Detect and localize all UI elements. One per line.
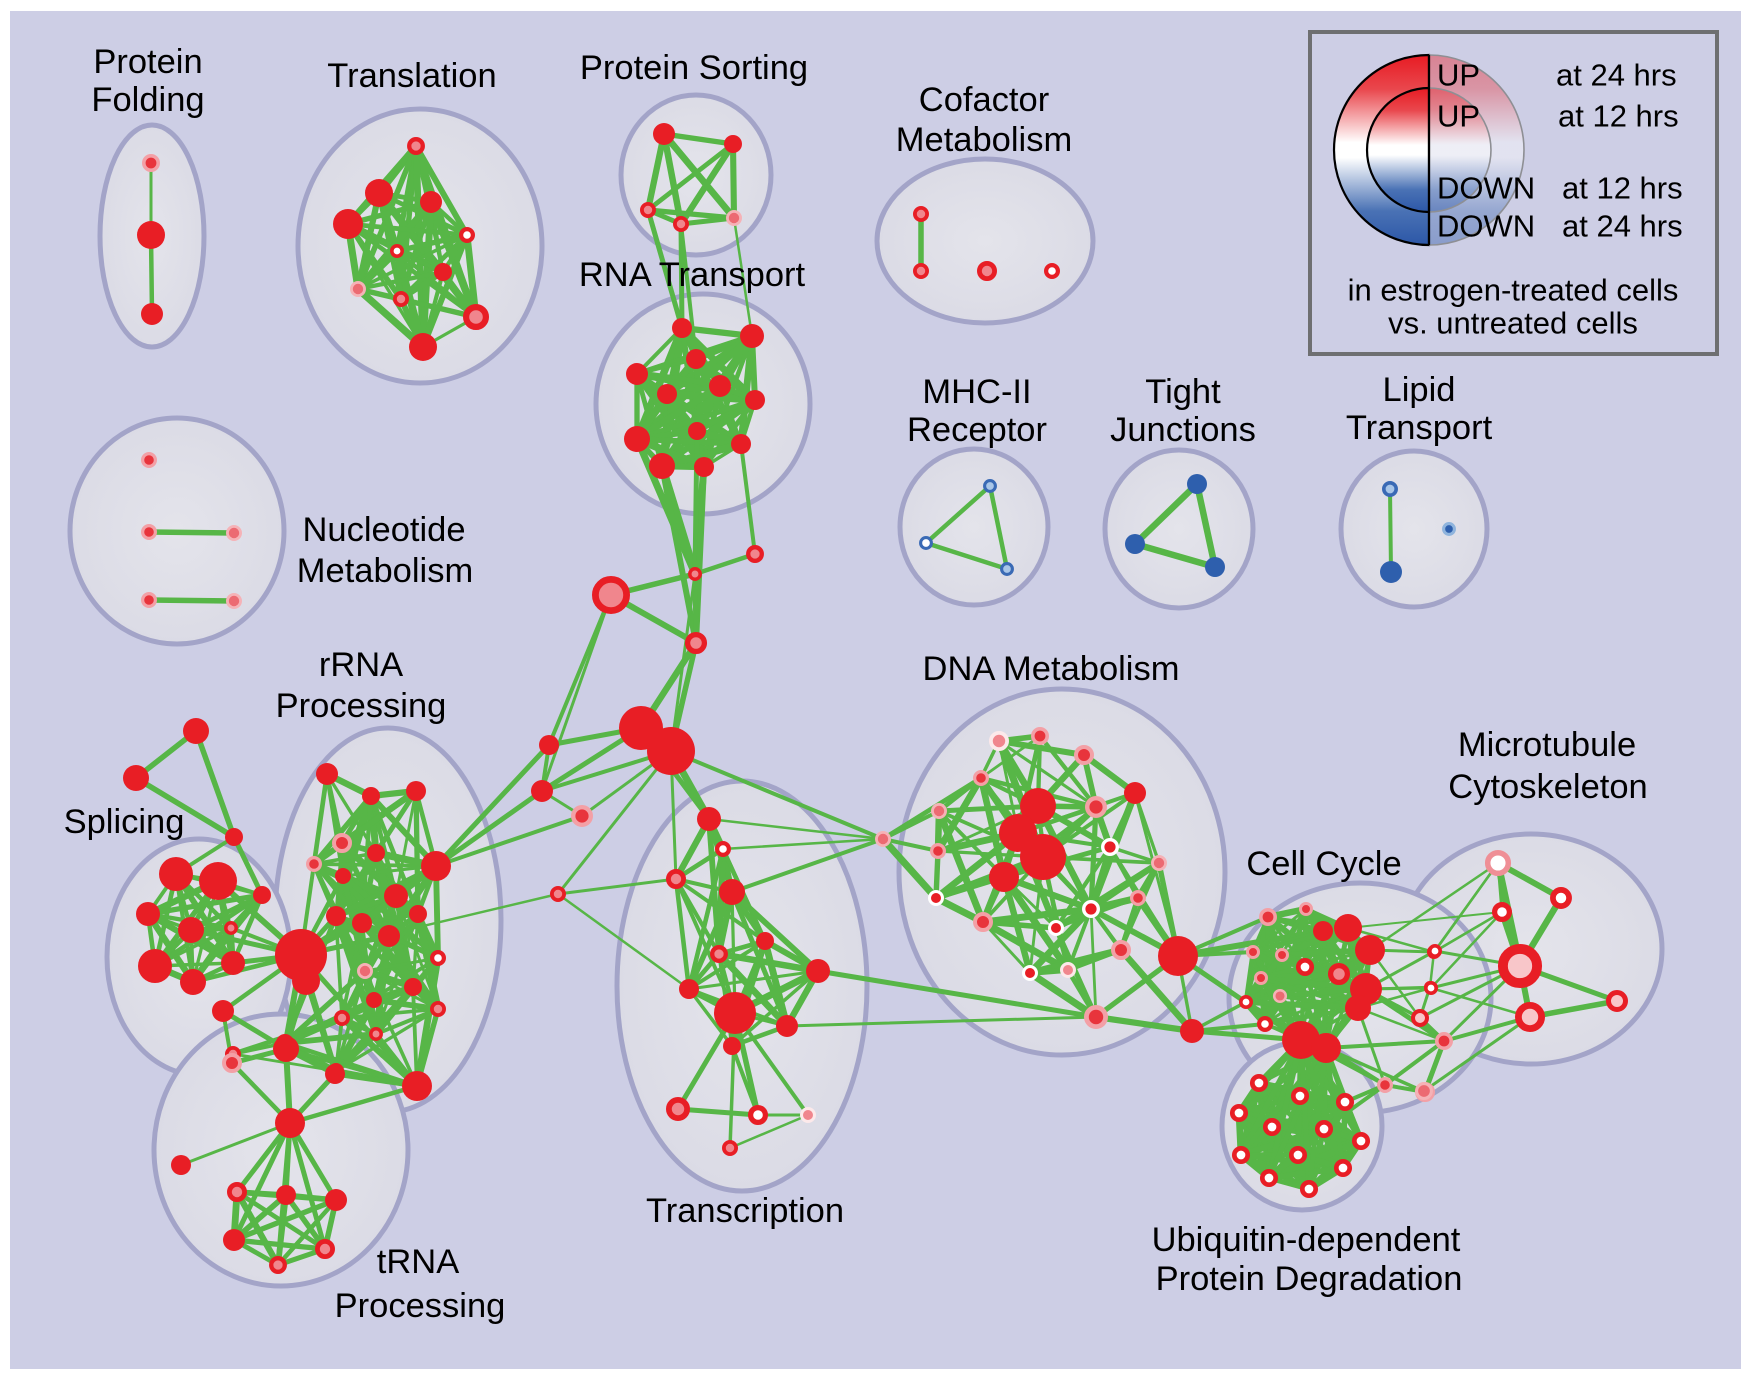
svg-text:at 24 hrs: at 24 hrs — [1562, 209, 1683, 244]
svg-text:Processing: Processing — [276, 687, 447, 725]
svg-text:Nucleotide: Nucleotide — [302, 511, 465, 549]
svg-text:Splicing: Splicing — [64, 803, 185, 841]
svg-text:Processing: Processing — [335, 1287, 506, 1325]
svg-text:Cofactor: Cofactor — [919, 81, 1049, 119]
svg-text:vs. untreated cells: vs. untreated cells — [1388, 306, 1638, 341]
svg-text:MHC-II: MHC-II — [922, 373, 1031, 411]
svg-text:RNA Transport: RNA Transport — [579, 256, 806, 294]
svg-text:Translation: Translation — [327, 57, 496, 95]
svg-text:UP: UP — [1437, 58, 1480, 93]
svg-text:Protein Degradation: Protein Degradation — [1156, 1260, 1463, 1298]
svg-text:in estrogen-treated cells: in estrogen-treated cells — [1348, 273, 1679, 308]
svg-text:Cytoskeleton: Cytoskeleton — [1448, 768, 1647, 806]
svg-text:rRNA: rRNA — [319, 646, 403, 684]
svg-text:DOWN: DOWN — [1437, 209, 1535, 244]
svg-text:DOWN: DOWN — [1437, 171, 1535, 206]
svg-text:Cell Cycle: Cell Cycle — [1246, 845, 1401, 883]
svg-text:Lipid: Lipid — [1383, 371, 1456, 409]
svg-text:UP: UP — [1437, 99, 1480, 134]
svg-text:at 12 hrs: at 12 hrs — [1562, 171, 1683, 206]
svg-text:Metabolism: Metabolism — [297, 552, 473, 590]
svg-text:Transcription: Transcription — [646, 1192, 844, 1230]
svg-text:at 24 hrs: at 24 hrs — [1556, 58, 1677, 93]
svg-text:at 12 hrs: at 12 hrs — [1558, 99, 1679, 134]
svg-text:Transport: Transport — [1346, 409, 1493, 447]
svg-text:Metabolism: Metabolism — [896, 121, 1072, 159]
svg-text:Protein Sorting: Protein Sorting — [580, 49, 808, 87]
svg-text:Tight: Tight — [1145, 373, 1221, 411]
svg-text:Folding: Folding — [91, 81, 204, 119]
svg-text:Protein: Protein — [93, 43, 202, 81]
svg-text:Ubiquitin-dependent: Ubiquitin-dependent — [1152, 1221, 1461, 1259]
svg-text:DNA Metabolism: DNA Metabolism — [923, 650, 1180, 688]
svg-text:Junctions: Junctions — [1110, 411, 1256, 449]
svg-text:Microtubule: Microtubule — [1458, 726, 1636, 764]
svg-text:tRNA: tRNA — [377, 1243, 459, 1281]
svg-text:Receptor: Receptor — [907, 411, 1047, 449]
